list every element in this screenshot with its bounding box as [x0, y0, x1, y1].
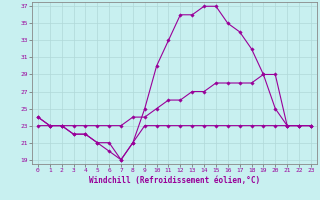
- X-axis label: Windchill (Refroidissement éolien,°C): Windchill (Refroidissement éolien,°C): [89, 176, 260, 185]
